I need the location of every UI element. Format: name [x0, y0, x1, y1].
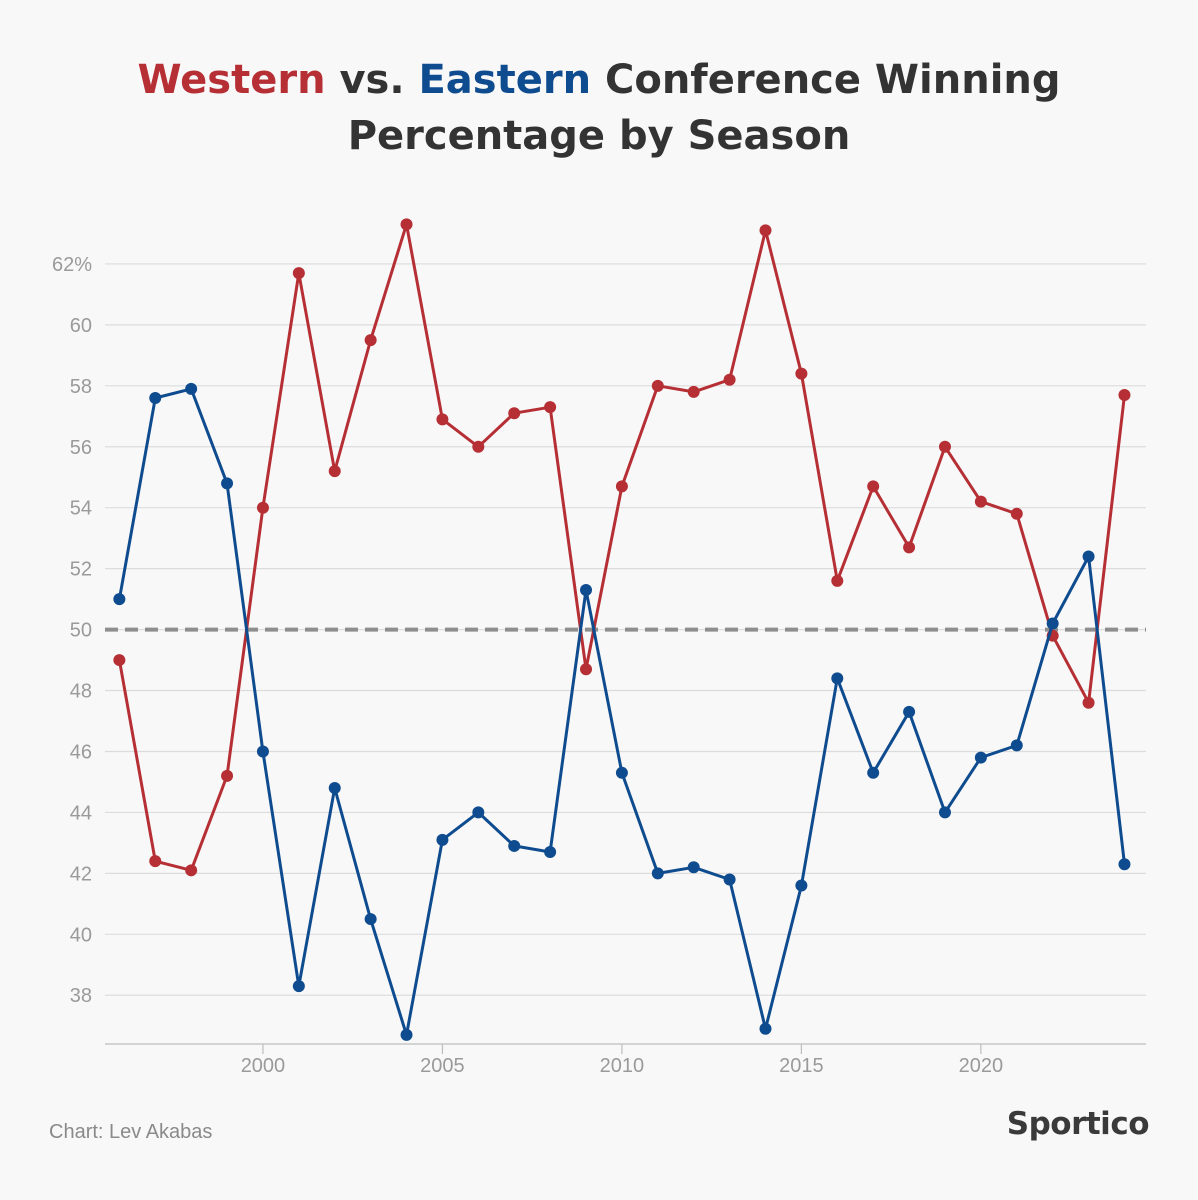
x-tick-label: 2015: [779, 1055, 824, 1077]
east-point: [472, 806, 485, 819]
title-eastern: Eastern: [418, 57, 592, 103]
west-point: [292, 267, 305, 280]
west-point: [580, 663, 593, 676]
west-point: [364, 334, 377, 347]
west-point: [867, 480, 880, 493]
x-tick-label: 2020: [959, 1055, 1004, 1077]
west-point: [974, 495, 987, 508]
east-point: [723, 873, 736, 886]
west-point: [759, 224, 772, 237]
east-point: [1046, 617, 1059, 630]
east-point: [185, 382, 198, 395]
chart-credit: Chart: Lev Akabas: [49, 1121, 213, 1143]
west-point: [149, 855, 162, 868]
east-point: [364, 913, 377, 926]
west-point: [472, 440, 485, 453]
y-tick-label: 48: [70, 681, 92, 703]
y-tick-label: 62%: [52, 254, 92, 276]
east-point: [113, 593, 126, 606]
east-point: [149, 392, 162, 405]
east-point: [867, 766, 880, 779]
west-point: [328, 465, 341, 478]
east-point: [400, 1028, 413, 1041]
title-vs: vs.: [325, 57, 419, 103]
east-point: [221, 477, 234, 490]
y-tick-label: 46: [70, 741, 92, 763]
y-tick-label: 56: [70, 437, 92, 459]
east-point: [903, 705, 916, 718]
east-point: [615, 766, 628, 779]
west-point: [1082, 696, 1095, 709]
east-point: [508, 839, 521, 852]
east-point: [1082, 550, 1095, 563]
x-tick-label: 2000: [241, 1055, 286, 1077]
east-point: [436, 833, 449, 846]
west-point: [723, 373, 736, 386]
west-point: [1118, 388, 1131, 401]
west-point: [938, 440, 951, 453]
east-point: [328, 782, 341, 795]
west-point: [544, 401, 557, 414]
y-tick-label: 60: [70, 315, 92, 337]
west-point: [508, 407, 521, 420]
east-point: [580, 583, 593, 596]
y-tick-label: 38: [70, 985, 92, 1007]
x-axis-ticks: 2000 2005 2010 2015 2020: [105, 1043, 1146, 1077]
y-tick-label: 44: [70, 802, 92, 824]
west-point: [185, 864, 198, 877]
x-tick-label: 2010: [600, 1055, 645, 1077]
west-point: [256, 501, 269, 514]
series-group: [113, 218, 1131, 1041]
west-point: [795, 367, 808, 380]
east-point: [795, 879, 808, 892]
east-point: [831, 672, 844, 685]
east-point: [1010, 739, 1023, 752]
brand-logo: Sportico: [1006, 1106, 1150, 1142]
east-point: [651, 867, 664, 880]
east-point: [687, 861, 700, 874]
east-point: [938, 806, 951, 819]
chart-title: Western vs. Eastern Conference Winning P…: [40, 52, 1158, 164]
title-rest: Conference Winning Percentage by Season: [347, 57, 1061, 159]
east-point: [974, 751, 987, 764]
west-point: [831, 574, 844, 587]
east-point: [759, 1022, 772, 1035]
y-axis-ticks: 38 40 42 44 46 48 50 52 54 56 58 60 62%: [52, 254, 92, 1007]
west-point: [687, 385, 700, 398]
west-point: [221, 769, 234, 782]
y-tick-label: 54: [70, 498, 92, 520]
y-tick-label: 50: [70, 620, 92, 642]
east-point: [544, 846, 557, 859]
title-western: Western: [137, 57, 326, 103]
west-point: [1010, 507, 1023, 520]
east-point: [256, 745, 269, 758]
east-point: [292, 980, 305, 993]
west-point: [436, 413, 449, 426]
east-point: [1118, 858, 1131, 871]
x-tick-label: 2005: [420, 1055, 465, 1077]
west-point: [651, 379, 664, 392]
west-point: [400, 218, 413, 231]
y-tick-label: 42: [70, 863, 92, 885]
y-tick-label: 58: [70, 376, 92, 398]
y-tick-label: 52: [70, 559, 92, 581]
line-chart: 38 40 42 44 46 48 50 52 54 56 58 60 62% 2000 2005 2010…: [52, 218, 1146, 1077]
west-point: [113, 654, 126, 667]
y-tick-label: 40: [70, 924, 92, 946]
west-point: [903, 541, 916, 554]
west-point: [615, 480, 628, 493]
